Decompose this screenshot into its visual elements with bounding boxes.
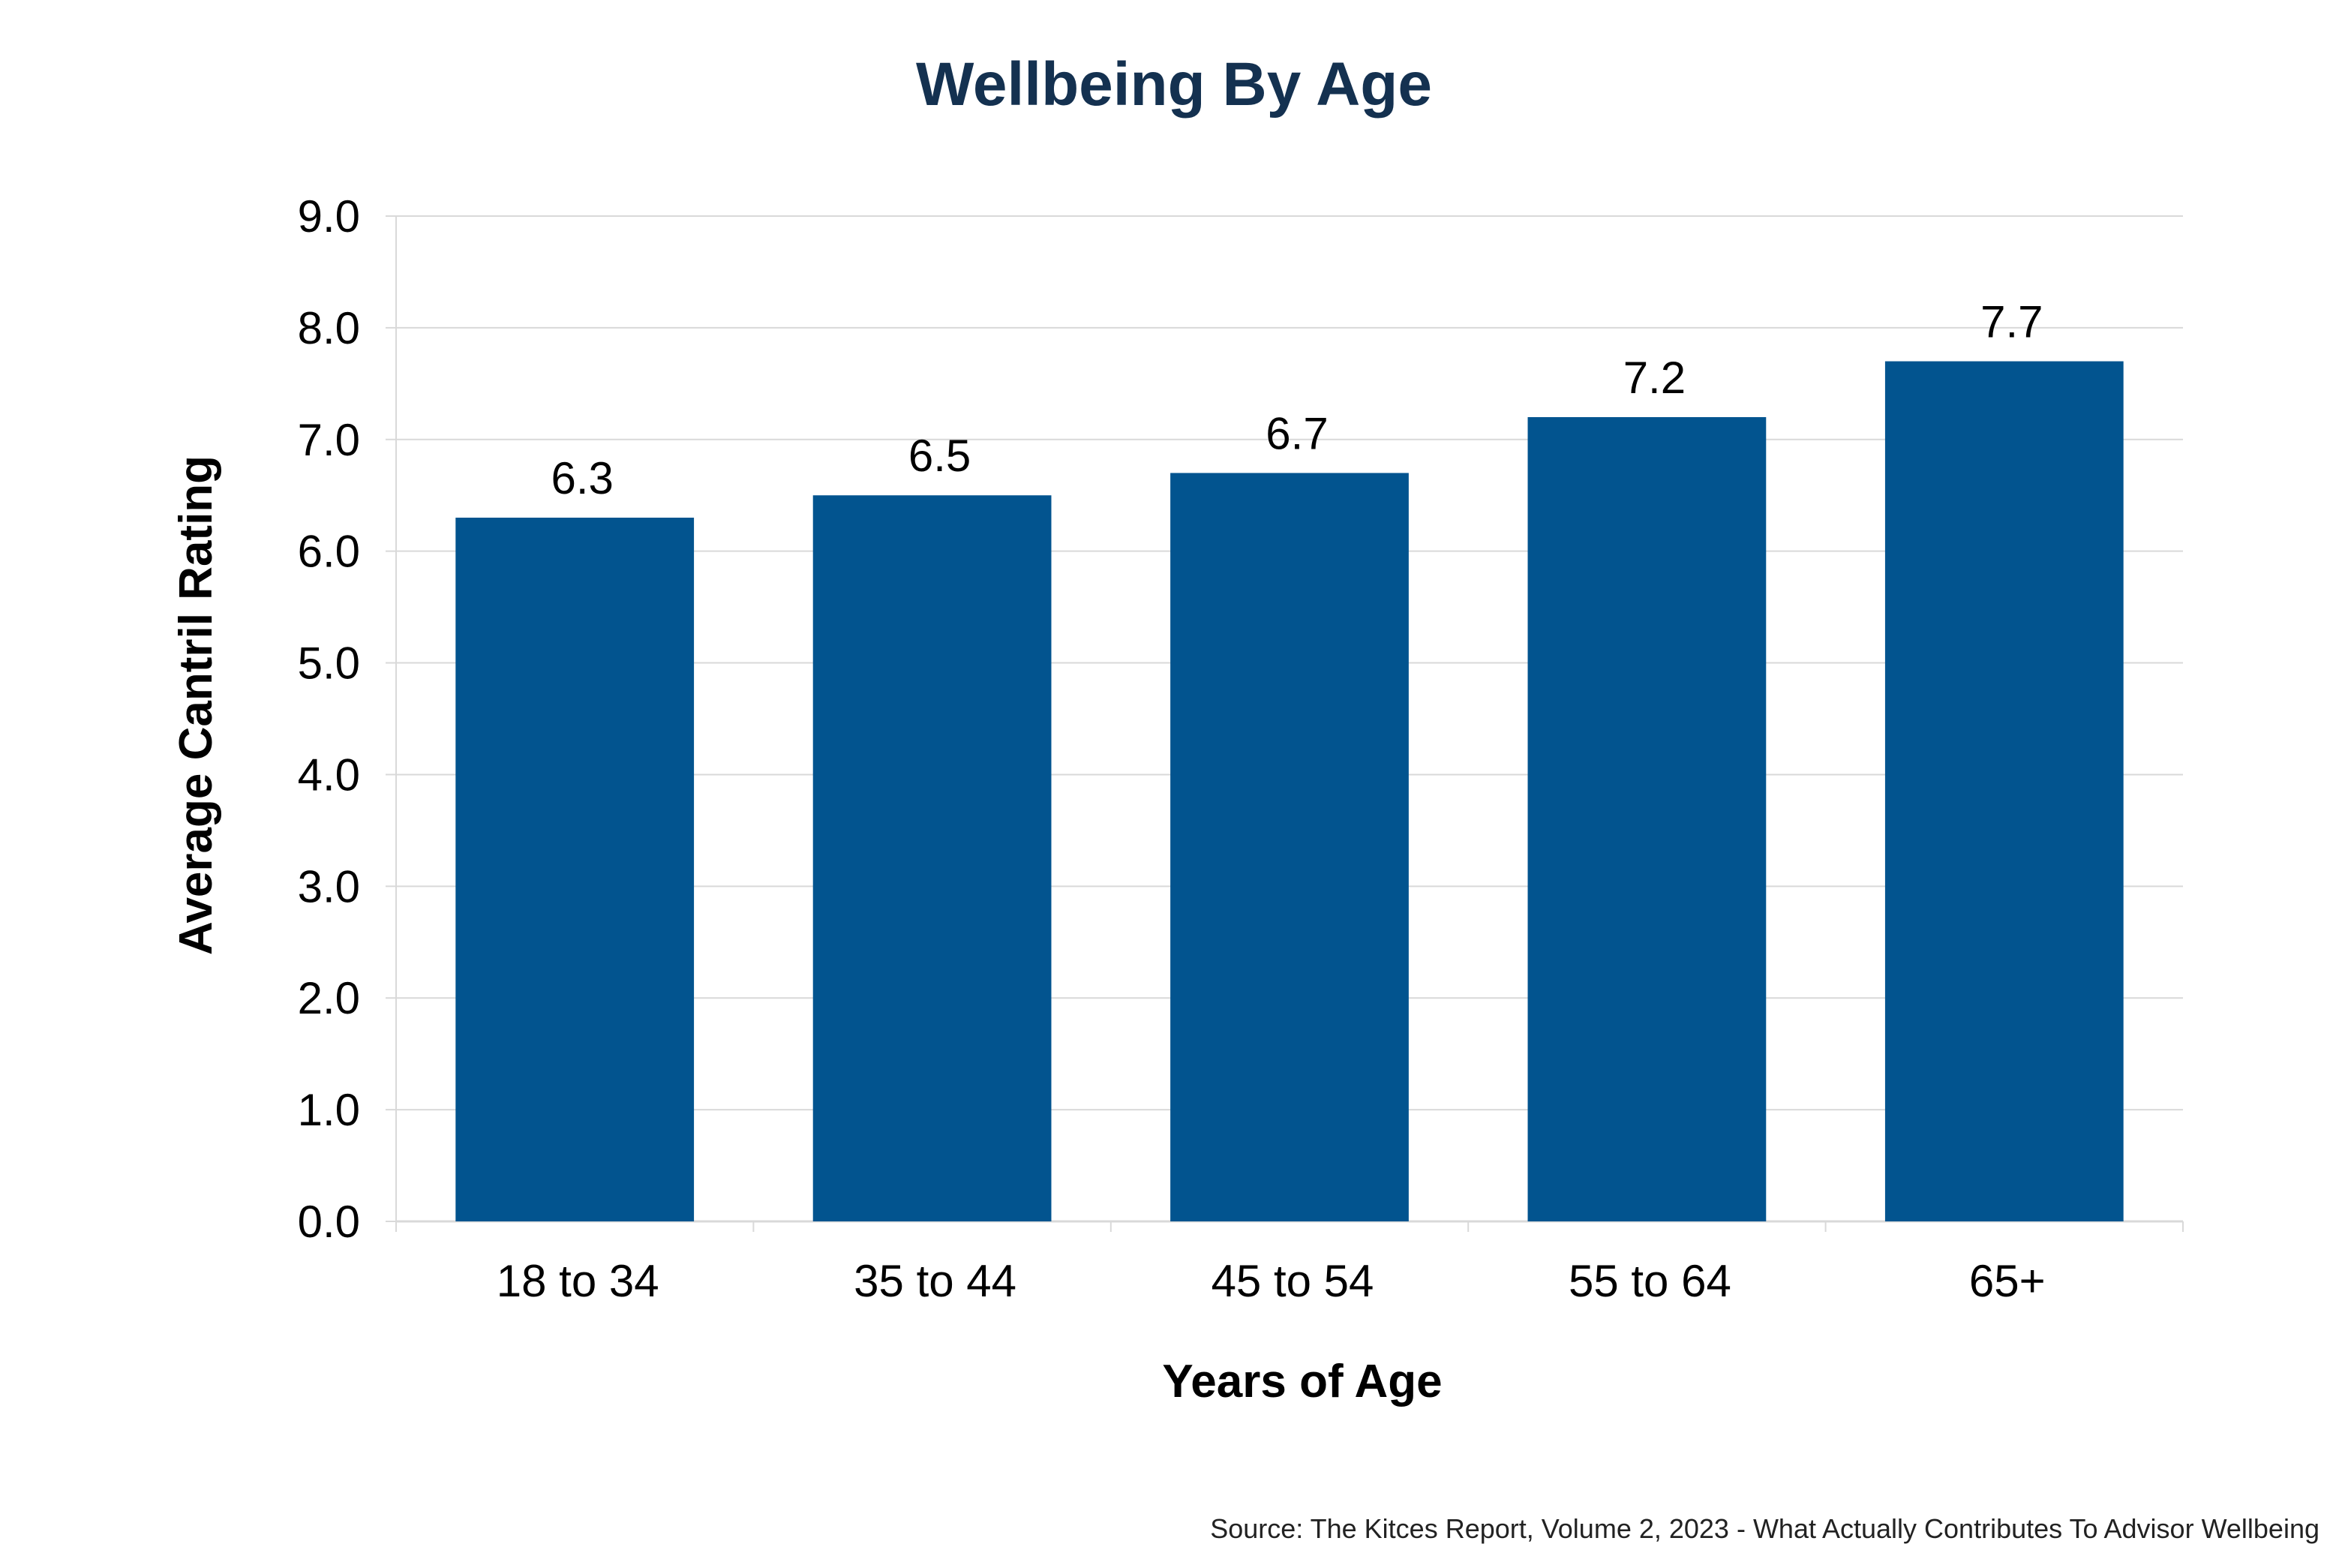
data-label: 6.7 bbox=[1266, 408, 1328, 458]
y-tick-label: 9.0 bbox=[298, 191, 360, 242]
y-tick-label: 6.0 bbox=[298, 527, 360, 577]
chart-title: Wellbeing By Age bbox=[916, 50, 1432, 119]
x-tick-label: 45 to 54 bbox=[1212, 1256, 1374, 1306]
data-label: 7.2 bbox=[1623, 353, 1686, 403]
bar-18-to-34 bbox=[455, 518, 695, 1221]
y-axis-title: Average Cantril Rating bbox=[170, 455, 222, 955]
y-tick-label: 1.0 bbox=[298, 1085, 360, 1135]
source-note: Source: The Kitces Report, Volume 2, 202… bbox=[1210, 1513, 2319, 1544]
x-tick-label: 35 to 44 bbox=[854, 1256, 1016, 1306]
y-tick-label: 8.0 bbox=[298, 303, 360, 353]
data-label: 7.7 bbox=[1980, 297, 2043, 347]
bar-65 bbox=[1884, 361, 2124, 1221]
bar-55-to-64 bbox=[1527, 417, 1767, 1221]
x-tick-label: 55 to 64 bbox=[1569, 1256, 1731, 1306]
x-axis-title: Years of Age bbox=[1162, 1356, 1442, 1407]
y-tick-label: 5.0 bbox=[298, 638, 360, 689]
x-tick-label: 65+ bbox=[1969, 1256, 2046, 1306]
bar-35-to-44 bbox=[812, 495, 1052, 1221]
y-tick-label: 7.0 bbox=[298, 415, 360, 465]
data-label: 6.5 bbox=[908, 431, 971, 481]
x-tick-label: 18 to 34 bbox=[497, 1256, 659, 1306]
bars bbox=[455, 361, 2124, 1221]
data-label: 6.3 bbox=[551, 453, 613, 503]
data-labels: 6.3 6.5 6.7 7.2 7.7 bbox=[551, 297, 2043, 503]
bar-45-to-54 bbox=[1170, 473, 1409, 1221]
y-axis-ticks: 0.0 1.0 2.0 3.0 4.0 5.0 6.0 7.0 8.0 9.0 bbox=[298, 191, 396, 1247]
y-tick-label: 4.0 bbox=[298, 749, 360, 800]
y-tick-label: 3.0 bbox=[298, 861, 360, 912]
y-tick-label: 2.0 bbox=[298, 973, 360, 1023]
x-axis-ticks: 18 to 34 35 to 44 45 to 54 55 to 64 65+ bbox=[395, 1221, 2184, 1306]
y-tick-label: 0.0 bbox=[298, 1197, 360, 1247]
